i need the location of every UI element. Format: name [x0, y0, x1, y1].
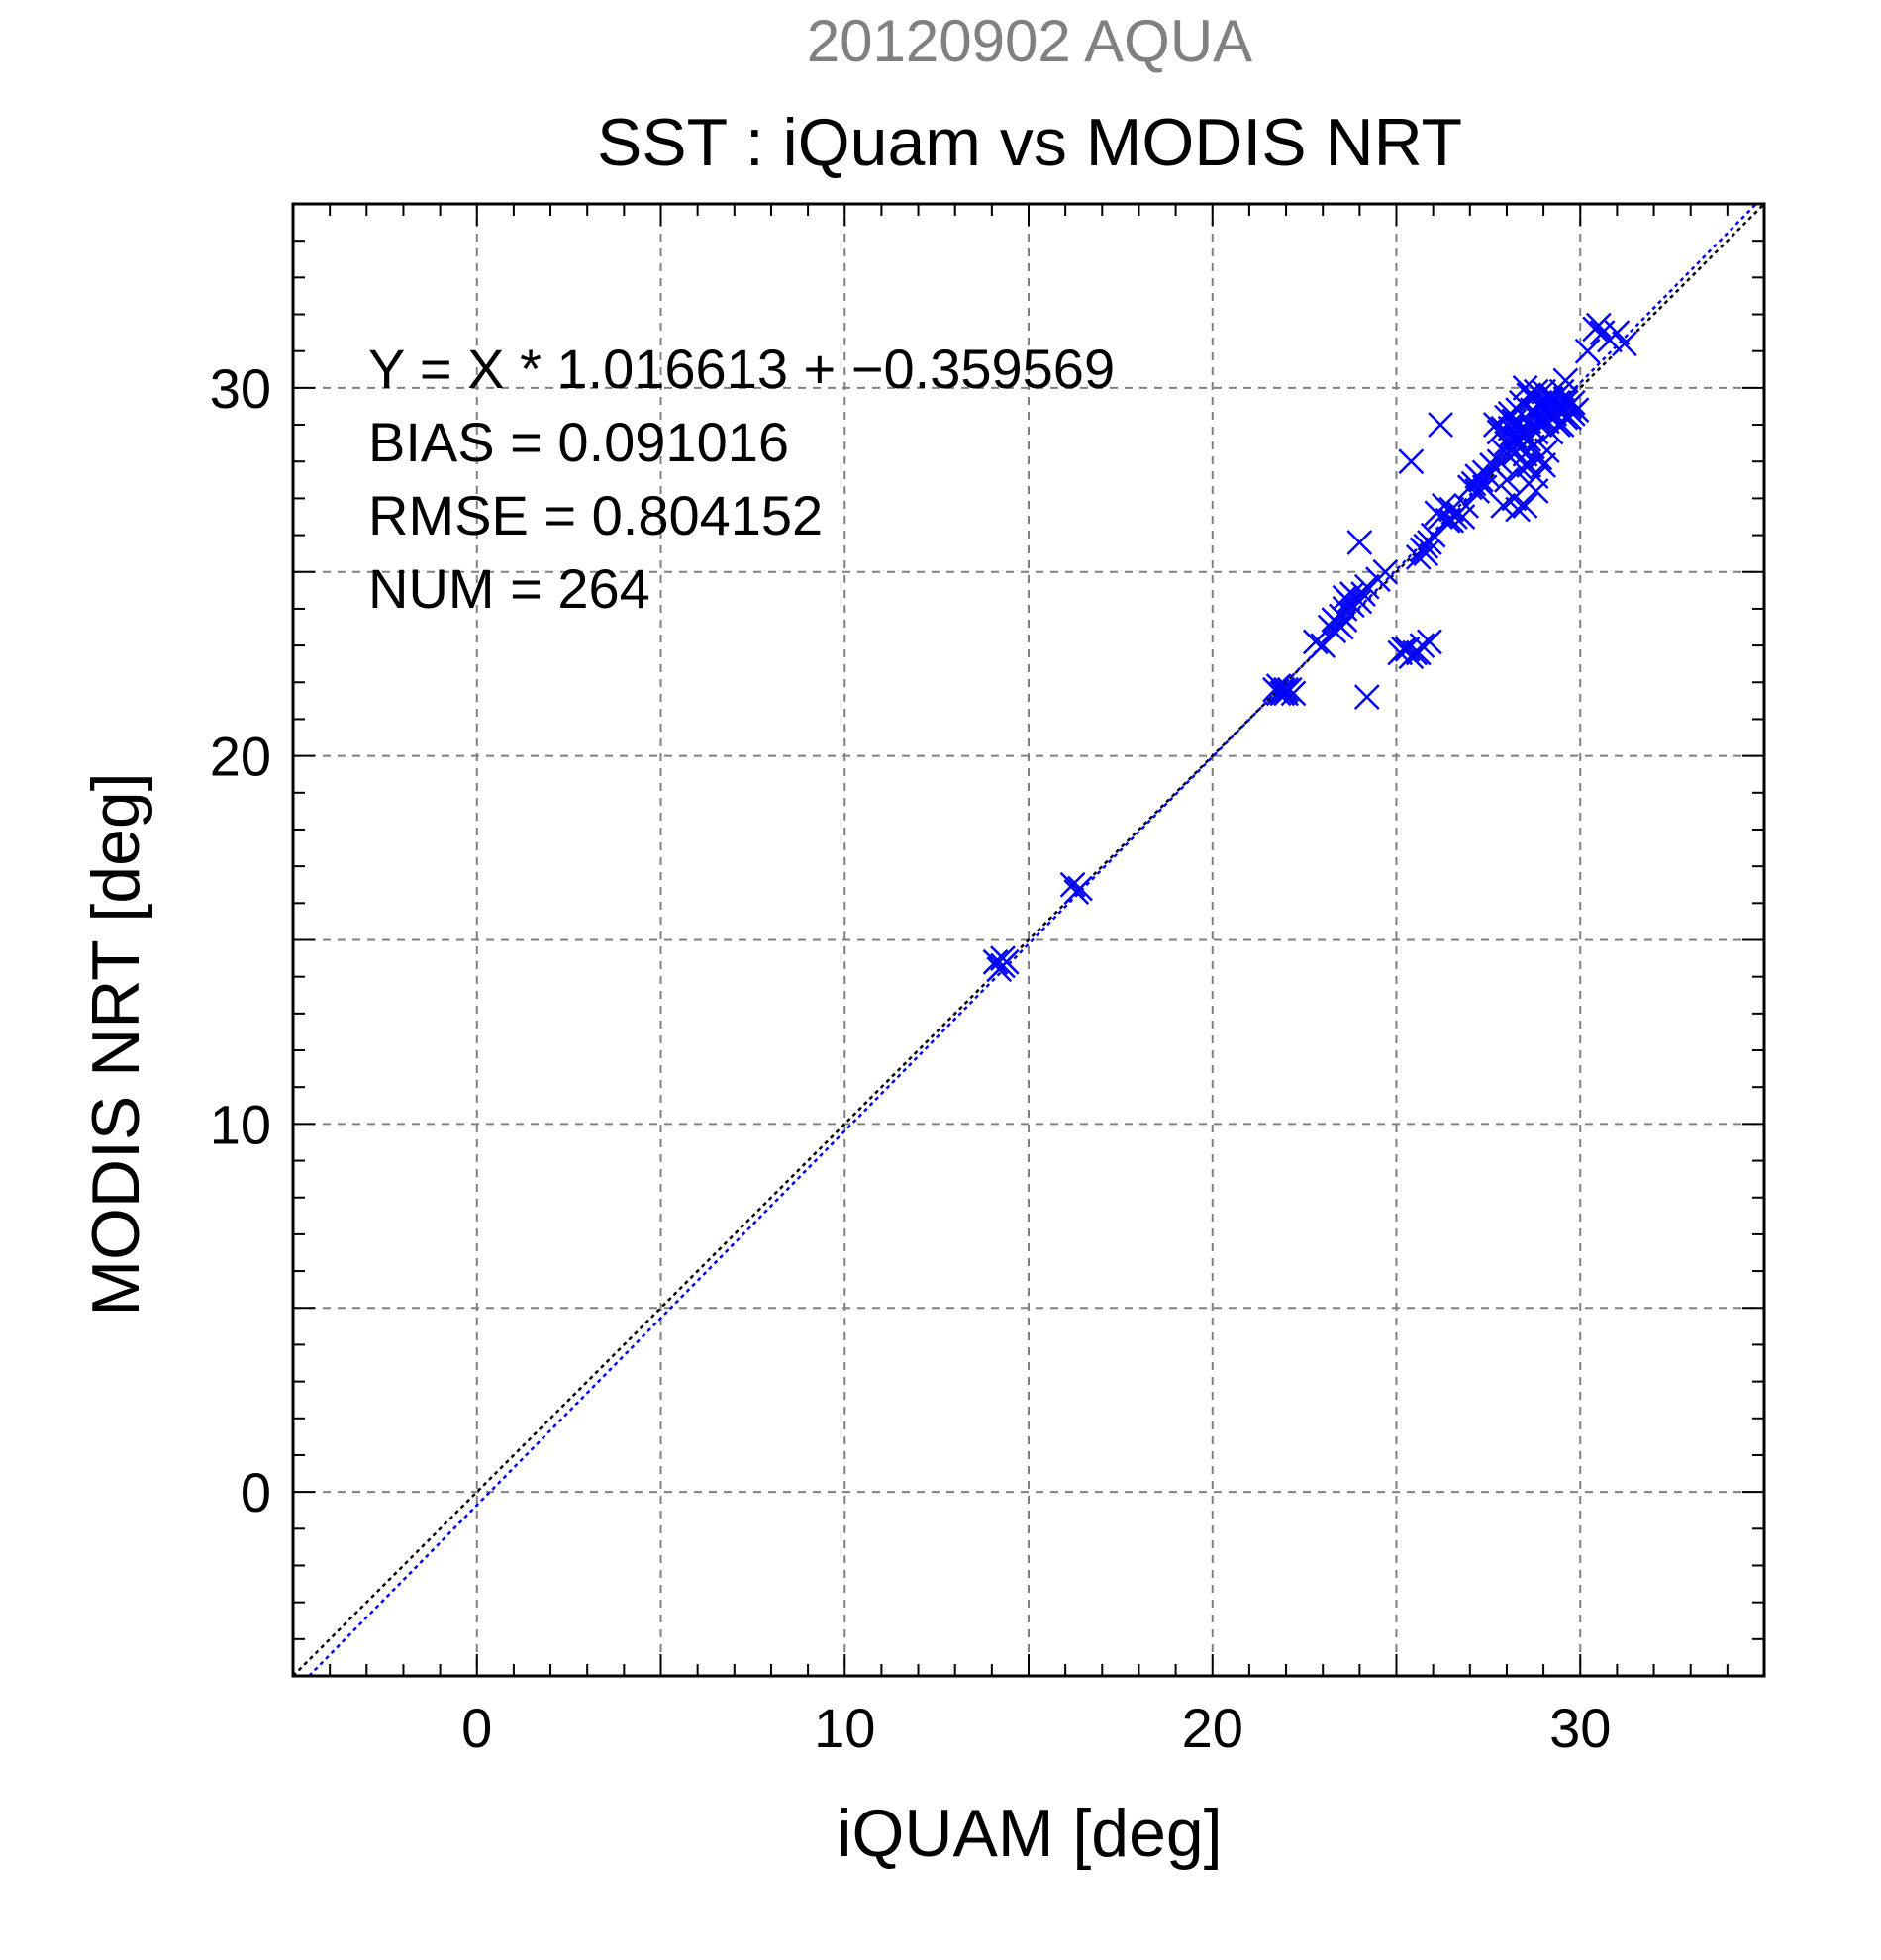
data-point [982, 948, 1009, 975]
data-point [1574, 338, 1601, 364]
data-point [1405, 543, 1432, 570]
data-point [1494, 466, 1520, 493]
data-point [1265, 673, 1292, 699]
x-axis-label: iQUAM [deg] [837, 1796, 1222, 1871]
data-point [1059, 871, 1086, 898]
num-annotation: NUM = 264 [368, 557, 650, 620]
data-point [1523, 478, 1549, 504]
plot-frame [291, 202, 1766, 1678]
data-point [1353, 573, 1380, 600]
x-tick-label: 20 [1182, 1697, 1243, 1759]
data-point [1512, 492, 1538, 519]
x-tick-label: 10 [814, 1697, 875, 1759]
data-point [1273, 676, 1299, 703]
data-point [1413, 540, 1439, 567]
x-tick-label: 0 [461, 1697, 492, 1759]
y-tick-label: 30 [210, 357, 271, 420]
data-point [1391, 636, 1417, 662]
data-point [1438, 496, 1465, 523]
data-point [1332, 584, 1358, 611]
data-point [1531, 452, 1556, 478]
y-tick-label: 20 [210, 726, 271, 788]
data-point [1372, 558, 1399, 585]
rmse-annotation: RMSE = 0.804152 [368, 484, 823, 546]
data-point [1339, 581, 1365, 607]
tick-labels: 0 10 20 30 0 10 20 30 [210, 357, 1612, 1759]
minor-ticks [292, 203, 1765, 1677]
data-point [1346, 530, 1373, 555]
regression-line [308, 203, 1757, 1677]
regression-equation: Y = X * 1.016613 + −0.359569 [368, 338, 1115, 400]
data-points [982, 312, 1637, 983]
data-point [1321, 618, 1347, 644]
data-point [1552, 389, 1579, 416]
data-point [1428, 412, 1453, 438]
y-tick-label: 10 [210, 1093, 271, 1155]
data-point [1527, 389, 1553, 416]
data-point [990, 945, 1016, 971]
data-point [1611, 331, 1637, 357]
data-point [1501, 441, 1528, 467]
data-point [1563, 397, 1590, 424]
data-point [1353, 684, 1380, 711]
data-point [1398, 448, 1425, 475]
chart-supertitle: 20120902 AQUA [807, 8, 1252, 74]
data-point [1464, 478, 1491, 504]
data-point [1063, 879, 1090, 906]
x-tick-label: 30 [1549, 1697, 1611, 1759]
y-tick-label: 0 [241, 1461, 271, 1523]
data-point [1438, 507, 1465, 534]
bias-annotation: BIAS = 0.091016 [368, 411, 789, 473]
data-point [1505, 427, 1531, 452]
data-point [1405, 639, 1432, 666]
grid-lines [293, 204, 1764, 1676]
data-point [1280, 680, 1307, 707]
reference-lines [292, 203, 1765, 1677]
data-point [1486, 419, 1513, 445]
chart-title: SST : iQuam vs MODIS NRT [597, 105, 1462, 180]
data-point [1585, 312, 1612, 339]
data-point [1494, 404, 1520, 431]
data-point [1508, 455, 1534, 482]
identity-line [292, 203, 1765, 1677]
y-axis-label: MODIS NRT [deg] [78, 772, 153, 1316]
data-point [1490, 492, 1517, 519]
data-point [1604, 320, 1631, 345]
